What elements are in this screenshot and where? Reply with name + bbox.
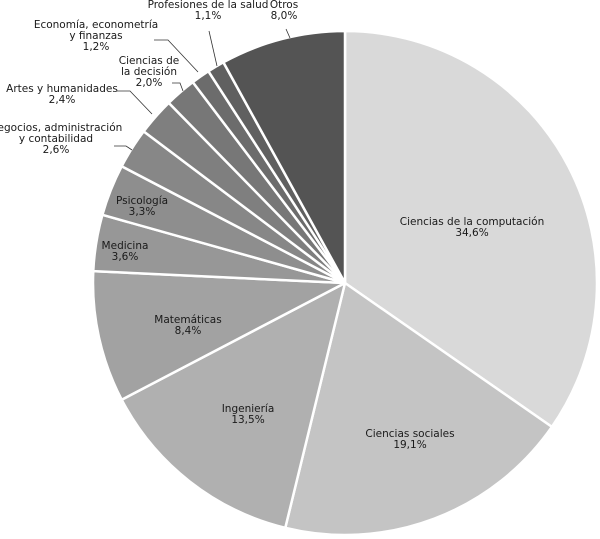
leader-line (208, 30, 218, 67)
slice-label: Psicología 3,3% (116, 195, 168, 218)
slice-value-label: 13,5% (231, 414, 264, 426)
pie-slice (284, 281, 554, 537)
pie-slice (222, 29, 347, 285)
slice-category-label: Ciencias sociales (365, 428, 454, 440)
slice-label: Otros 8,0% (270, 0, 298, 22)
slice-value-label: 1,1% (195, 10, 222, 22)
slice-category-label: Ciencias de (119, 55, 179, 67)
slice-label: Economía, econometría y finanzas 1,2% (34, 19, 158, 53)
leader-line (114, 145, 133, 151)
slice-value-label: 8,0% (271, 10, 298, 22)
slice-value-label: 3,3% (129, 206, 156, 218)
slice-category-label: Profesiones de la salud (148, 0, 269, 11)
slice-label: Profesiones de la salud 1,1% (148, 0, 269, 22)
pie-slice (343, 29, 599, 429)
pie-slice (120, 281, 347, 530)
slice-category-label: y contabilidad (19, 133, 93, 145)
slice-category-label: Negocios, administración (0, 122, 122, 134)
leader-line (172, 82, 184, 92)
slice-category-label: Ingeniería (222, 403, 275, 415)
pie-slices (91, 29, 599, 537)
leader-line (154, 39, 199, 73)
slice-category-label: Economía, econometría (34, 19, 158, 31)
slice-label: Ciencias sociales 19,1% (365, 428, 454, 451)
leader-lines (114, 28, 291, 151)
leader-line (117, 90, 153, 115)
slice-label: Medicina 3,6% (102, 240, 149, 263)
slice-category-label: Ciencias de la computación (400, 216, 545, 228)
slice-label: Negocios, administración y contabilidad 2,… (0, 122, 122, 156)
slice-labels: Ciencias de la computación 34,6%Ciencias … (0, 0, 544, 451)
slice-value-label: 19,1% (393, 439, 426, 451)
slice-category-label: Medicina (102, 240, 149, 252)
slice-value-label: 2,4% (49, 94, 76, 106)
slice-value-label: 1,2% (83, 41, 110, 53)
slice-category-label: Matemáticas (154, 314, 221, 326)
slice-label: Ingeniería 13,5% (222, 403, 275, 426)
slice-category-label: Psicología (116, 195, 168, 207)
slice-value-label: 2,0% (136, 77, 163, 89)
slice-category-label: y finanzas (69, 30, 122, 42)
slice-value-label: 3,6% (112, 251, 139, 263)
slice-value-label: 8,4% (175, 325, 202, 337)
slice-label: Ciencias de la decisión 2,0% (119, 55, 179, 89)
slice-label: Artes y humanidades 2,4% (6, 83, 118, 106)
leader-line (285, 28, 291, 39)
slice-label: Ciencias de la computación 34,6% (400, 216, 545, 239)
slice-category-label: la decisión (121, 66, 177, 78)
slice-category-label: Artes y humanidades (6, 83, 118, 95)
slice-value-label: 34,6% (455, 227, 488, 239)
pie-slice (91, 269, 347, 401)
slice-value-label: 2,6% (43, 144, 70, 156)
slice-label: Matemáticas 8,4% (154, 314, 221, 337)
slice-category-label: Otros (270, 0, 298, 11)
